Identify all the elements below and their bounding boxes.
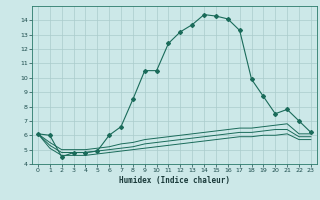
X-axis label: Humidex (Indice chaleur): Humidex (Indice chaleur) bbox=[119, 176, 230, 185]
